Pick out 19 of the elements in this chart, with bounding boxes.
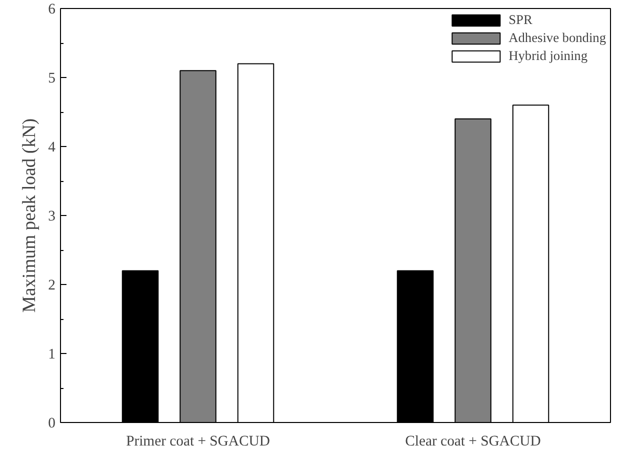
y-tick-label: 4: [48, 140, 56, 156]
bar: [237, 63, 274, 422]
legend-label: Adhesive bonding: [508, 30, 606, 46]
y-tick-label: 5: [48, 70, 56, 86]
y-tick-label: 1: [48, 346, 56, 362]
bar: [396, 270, 434, 422]
bar: [180, 70, 216, 422]
bar: [512, 104, 550, 422]
x-tick-label: Clear coat + SGACUD: [405, 434, 541, 450]
bar: [454, 118, 492, 422]
legend-label: Hybrid joining: [508, 48, 588, 64]
y-tick-label: 2: [48, 278, 56, 294]
y-axis-title: Maximum peak load (kN): [19, 118, 40, 313]
bar: [122, 270, 159, 422]
x-tick-label: Primer coat + SGACUD: [126, 434, 270, 450]
y-tick-label: 0: [48, 416, 56, 432]
y-tick-label: 6: [48, 2, 56, 18]
y-tick-label: 3: [48, 208, 56, 224]
legend-label: SPR: [508, 12, 532, 28]
